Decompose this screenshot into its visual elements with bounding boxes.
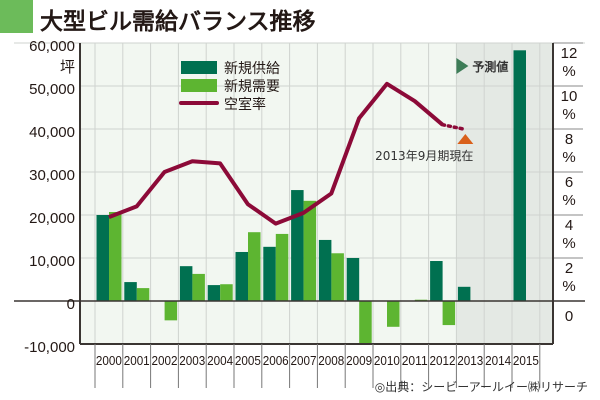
forecast-arrow-icon	[456, 58, 469, 74]
year-label-2000: 2000	[96, 353, 122, 368]
demand-bar-2000	[109, 211, 122, 301]
right-axis-tick-label: 8	[565, 131, 573, 148]
title-accent-block	[0, 0, 33, 33]
supply-bar-2007	[291, 190, 304, 301]
year-label-2001: 2001	[124, 353, 150, 368]
year-label-2007: 2007	[291, 353, 317, 368]
year-label-2002: 2002	[152, 353, 178, 368]
supply-bar-2005	[235, 251, 248, 301]
supply-bar-2008	[318, 239, 332, 301]
left-axis-tick-label: 20,000	[29, 210, 75, 227]
left-axis-tick-label: 0	[67, 296, 75, 313]
right-axis-unit: %	[562, 192, 575, 209]
vacancy-rate-dotted-extension	[440, 122, 466, 131]
right-axis-tick-label: 0	[565, 308, 573, 325]
chart-title: 大型ビル需給バランス推移	[40, 9, 316, 35]
demand-bar-2004	[220, 284, 233, 301]
left-axis-tick-label: 40,000	[29, 124, 75, 141]
legend-label-demand: 新規需要	[224, 79, 280, 95]
year-label-2014: 2014	[485, 353, 511, 368]
supply-bar-2001	[124, 282, 137, 301]
demand-bar-2009	[359, 301, 372, 344]
right-axis-tick-label: 2	[565, 260, 573, 277]
legend-label-vacancy: 空室率	[224, 96, 266, 113]
supply-bar-2012	[430, 261, 443, 301]
right-axis-unit: %	[562, 149, 575, 166]
year-label-2004: 2004	[207, 353, 233, 368]
supply-bar-2006	[263, 246, 276, 301]
year-label-2009: 2009	[346, 353, 372, 368]
year-label-2003: 2003	[179, 353, 205, 368]
year-label-2005: 2005	[235, 353, 261, 368]
right-axis-unit: %	[562, 63, 575, 80]
demand-bar-2003	[192, 273, 205, 301]
legend-label-supply: 新規供給	[224, 61, 280, 77]
supply-bar-2015	[513, 50, 526, 302]
year-label-2015: 2015	[513, 353, 539, 368]
left-axis-tick-label: 60,000	[29, 38, 75, 55]
right-axis-tick-label: 10	[561, 88, 578, 105]
supply-bar-2000	[96, 215, 109, 301]
forecast-label: 予測値	[472, 59, 508, 74]
demand-bar-2005	[248, 232, 261, 301]
left-axis-tick-label: 10,000	[29, 253, 75, 270]
demand-bar-2010	[387, 301, 400, 327]
demand-bar-2007	[303, 200, 317, 301]
right-axis-unit: %	[562, 235, 575, 252]
left-axis-tick-label: 50,000	[29, 81, 75, 98]
year-label-2008: 2008	[318, 353, 344, 368]
year-label-2013: 2013	[457, 353, 483, 368]
supply-bar-2009	[346, 258, 360, 301]
left-axis-unit: 坪	[60, 59, 75, 76]
year-label-2010: 2010	[374, 353, 400, 368]
right-axis-unit: %	[562, 278, 575, 295]
title-bar: 大型ビル需給バランス推移	[0, 0, 600, 36]
year-label-2006: 2006	[263, 353, 289, 368]
legend-swatch-supply	[181, 61, 217, 74]
supply-bar-2004	[207, 285, 221, 301]
supply-bar-2013	[457, 286, 471, 301]
source-credit: ◎出典：シービーアールイー㈱リサーチ	[374, 380, 588, 394]
year-label-2011: 2011	[402, 353, 428, 368]
current-marker-triangle	[457, 134, 474, 144]
demand-bar-2001	[136, 288, 150, 301]
demand-bar-2002	[164, 301, 178, 321]
legend-swatch-demand	[181, 79, 217, 92]
left-axis-tick-label: -10,000	[24, 339, 75, 356]
right-axis-tick-label: 4	[565, 217, 573, 234]
right-axis-unit: %	[562, 106, 575, 123]
demand-bar-2008	[331, 253, 344, 301]
demand-bar-2006	[275, 233, 289, 301]
demand-bar-2012	[442, 301, 456, 326]
right-axis-tick-label: 12	[561, 45, 578, 62]
right-axis-tick-label: 6	[565, 174, 573, 191]
left-axis-tick-label: 30,000	[29, 167, 75, 184]
year-label-2012: 2012	[430, 353, 456, 368]
supply-bar-2003	[179, 266, 193, 301]
annotation-label: 2013年9月期現在	[375, 149, 473, 163]
forecast-shade	[456, 43, 553, 344]
